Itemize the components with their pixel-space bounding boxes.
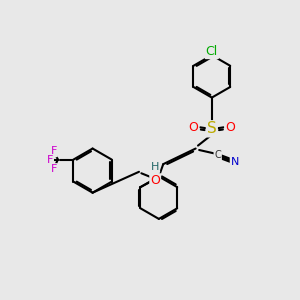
Text: F: F: [50, 164, 57, 174]
Text: F: F: [47, 155, 53, 165]
Text: H: H: [151, 162, 159, 172]
Text: Cl: Cl: [206, 45, 218, 58]
Text: S: S: [207, 121, 217, 136]
Text: O: O: [150, 174, 160, 187]
Text: F: F: [50, 146, 57, 156]
Text: C: C: [214, 150, 221, 160]
Text: O: O: [189, 121, 199, 134]
Text: N: N: [231, 157, 239, 167]
Text: O: O: [225, 121, 235, 134]
